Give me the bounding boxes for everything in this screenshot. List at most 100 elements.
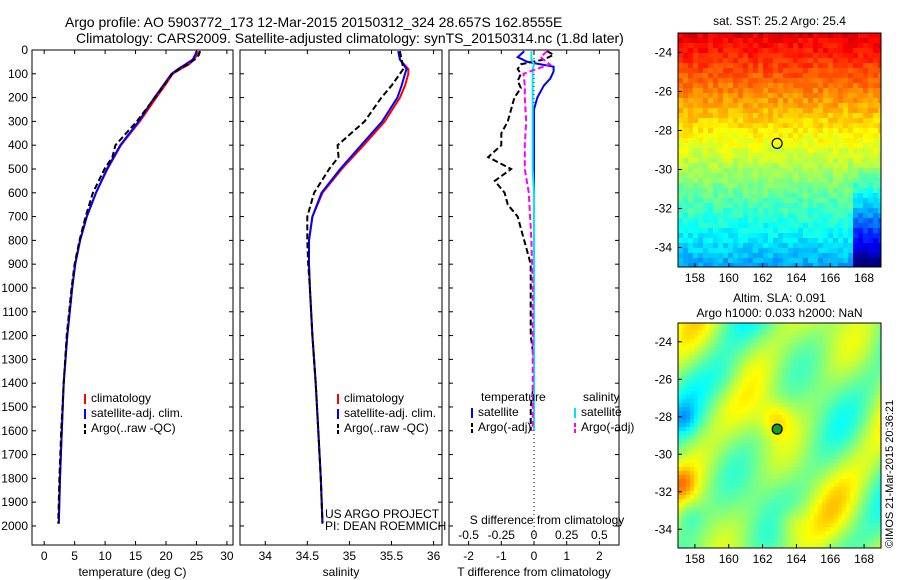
map-cell — [746, 475, 751, 480]
map-cell — [710, 339, 715, 344]
map-cell — [710, 439, 715, 444]
map-cell — [768, 168, 774, 174]
map-cell — [822, 395, 827, 400]
map-cell — [743, 228, 749, 234]
map-cell — [874, 343, 879, 348]
map-cell — [774, 523, 779, 528]
map-cell — [734, 387, 739, 392]
map-cell — [690, 479, 695, 484]
map-cell — [866, 399, 871, 404]
map-cell — [834, 439, 839, 444]
map-cell — [878, 208, 881, 214]
map-cell — [803, 163, 809, 169]
map-cell — [842, 439, 847, 444]
map-cell — [846, 335, 851, 340]
map-cell — [874, 507, 879, 512]
map-cell — [822, 455, 827, 460]
map-cell — [710, 471, 715, 476]
map-cell — [783, 208, 789, 214]
map-cell — [873, 208, 879, 214]
map-cell — [858, 363, 863, 368]
map-cell — [793, 138, 799, 144]
map-cell — [702, 495, 707, 500]
map-cell — [766, 407, 771, 412]
map-cell — [766, 411, 771, 416]
x-axis-label: T difference from climatology — [457, 565, 611, 579]
map-cell — [678, 383, 683, 388]
map-cell — [686, 363, 691, 368]
map-cell — [678, 487, 683, 492]
map-cell — [870, 323, 875, 328]
map-cell — [808, 153, 814, 159]
map-cell — [794, 391, 799, 396]
map-cell — [862, 463, 867, 468]
map-cell — [742, 331, 747, 336]
map-cell — [878, 258, 881, 264]
map-cell — [774, 407, 779, 412]
map-cell — [818, 48, 824, 54]
map-cell — [870, 423, 875, 428]
map-cell — [698, 173, 704, 179]
map-cell — [833, 38, 839, 44]
map-cell — [766, 331, 771, 336]
map-cell — [862, 495, 867, 500]
map-cell — [683, 238, 689, 244]
map-cell — [838, 455, 843, 460]
map-cell — [798, 539, 803, 544]
map-cell — [763, 238, 769, 244]
map-cell — [862, 523, 867, 528]
map-cell — [713, 238, 719, 244]
map-cell — [853, 203, 859, 209]
map-cell — [838, 218, 844, 224]
map-cell — [754, 451, 759, 456]
map-cell — [762, 415, 767, 420]
map-cell — [686, 511, 691, 516]
map-cell — [738, 163, 744, 169]
map-cell — [843, 38, 849, 44]
map-cell — [710, 535, 715, 540]
map-cell — [806, 463, 811, 468]
map-cell — [766, 391, 771, 396]
map-cell — [730, 339, 735, 344]
map-cell — [698, 233, 704, 239]
map-cell — [678, 431, 683, 436]
map-cell — [763, 58, 769, 64]
map-cell — [706, 371, 711, 376]
map-cell — [722, 455, 727, 460]
map-cell — [830, 483, 835, 488]
map-cell — [858, 118, 864, 124]
map-cell — [733, 133, 739, 139]
map-cell — [823, 143, 829, 149]
map-cell — [690, 539, 695, 544]
map-cell — [683, 103, 689, 109]
map-cell — [828, 78, 834, 84]
map-cell — [742, 467, 747, 472]
map-cell — [746, 459, 751, 464]
map-cell — [774, 367, 779, 372]
map-cell — [810, 339, 815, 344]
map-cell — [813, 93, 819, 99]
map-cell — [833, 228, 839, 234]
map-cell — [738, 178, 744, 184]
map-cell — [773, 148, 779, 154]
map-cell — [782, 363, 787, 368]
map-cell — [778, 63, 784, 69]
map-cell — [878, 515, 881, 520]
map-cell — [723, 168, 729, 174]
map-cell — [866, 395, 871, 400]
map-cell — [758, 213, 764, 219]
map-cell — [718, 178, 724, 184]
map-cell — [853, 88, 859, 94]
map-cell — [722, 523, 727, 528]
map-cell — [774, 503, 779, 508]
map-cell — [868, 243, 874, 249]
map-cell — [874, 379, 879, 384]
map-cell — [858, 203, 864, 209]
map-cell — [838, 193, 844, 199]
map-cell — [686, 399, 691, 404]
map-cell — [854, 523, 859, 528]
map-cell — [834, 359, 839, 364]
map-cell — [693, 103, 699, 109]
map-cell — [703, 233, 709, 239]
map-cell — [850, 343, 855, 348]
